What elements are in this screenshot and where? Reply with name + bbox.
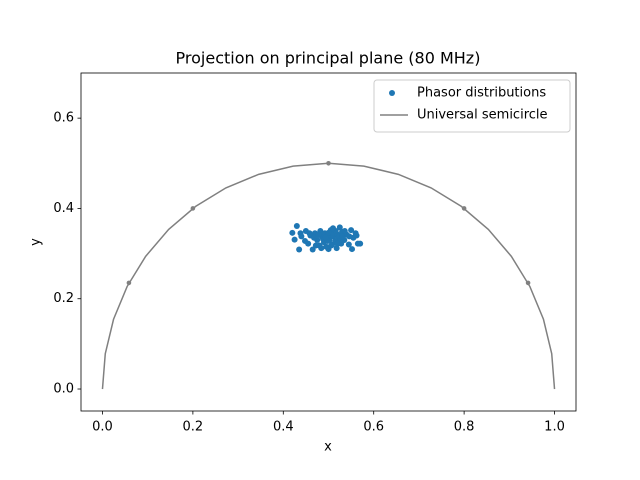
x-tick-label: 0.2 (183, 420, 204, 435)
x-tick-label: 0.4 (273, 420, 294, 435)
scatter-point (333, 245, 340, 252)
y-tick-label: 0.4 (53, 201, 74, 216)
scatter-point (297, 230, 304, 237)
legend-label: Phasor distributions (417, 86, 546, 101)
x-tick-label: 0.0 (92, 420, 113, 435)
scatter-point (330, 225, 337, 232)
scatter-point (341, 228, 348, 235)
scatter-point (334, 240, 341, 247)
scatter-point (296, 246, 303, 253)
scatter-point (353, 232, 360, 239)
scatter-point (346, 233, 353, 240)
legend-label: Universal semicircle (417, 108, 548, 123)
scatter-point (291, 236, 298, 243)
scatter-point (293, 223, 300, 230)
scatter-point (322, 234, 329, 241)
legend-box (373, 79, 571, 133)
legend-marker (389, 90, 395, 96)
scatter-point (339, 233, 346, 240)
x-tick-label: 0.6 (363, 420, 384, 435)
y-axis-label: y (29, 238, 44, 246)
scatter-point (315, 231, 322, 238)
y-tick-label: 0.2 (53, 291, 74, 306)
scatter-point (312, 242, 319, 249)
scatter-point (306, 230, 313, 237)
semicircle-marker (525, 280, 531, 286)
scatter-point (289, 229, 296, 236)
scatter-point (348, 227, 355, 234)
scatter-point (311, 234, 318, 241)
scatter-point (325, 246, 332, 253)
x-tick-label: 1.0 (544, 420, 565, 435)
scatter-point (357, 240, 364, 247)
scatter-point (336, 224, 343, 231)
scatter-point (309, 246, 316, 253)
x-axis-label: x (324, 440, 332, 455)
semicircle-marker (190, 206, 196, 211)
scatter-point (349, 246, 356, 253)
y-tick-label: 0.0 (53, 382, 74, 397)
semicircle-marker (461, 206, 467, 211)
semicircle-marker (326, 160, 331, 166)
scatter-point (345, 241, 352, 248)
scatter-point (301, 237, 308, 244)
chart-title: Projection on principal plane (80 MHz) (176, 49, 481, 68)
axes-frame (80, 72, 577, 412)
x-tick-label: 0.8 (454, 420, 475, 435)
scatter-point (318, 245, 325, 252)
scatter-point (325, 229, 332, 236)
semicircle-marker (126, 280, 132, 286)
y-tick-label: 0.6 (53, 111, 74, 126)
